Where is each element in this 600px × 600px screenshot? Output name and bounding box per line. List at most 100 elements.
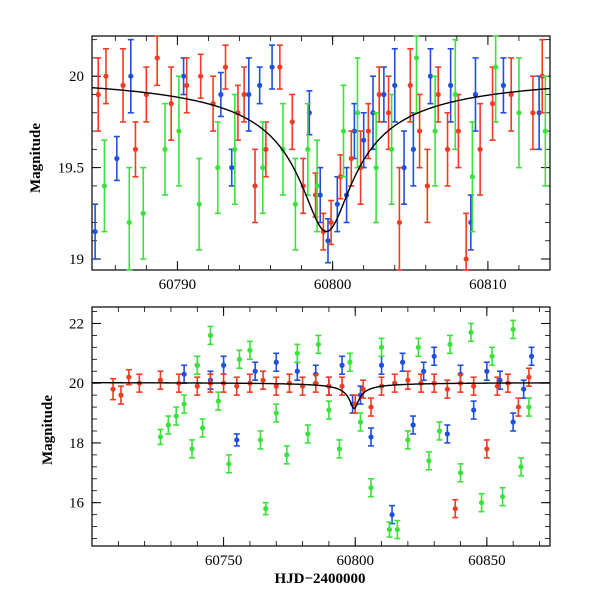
green-data-point <box>415 337 422 358</box>
red-data-point <box>365 102 372 160</box>
green-data-point <box>446 334 453 355</box>
red-data-point <box>348 130 355 187</box>
green-data-point <box>368 477 375 498</box>
red-data-point <box>463 212 470 271</box>
red-data-point <box>368 397 375 417</box>
blue-data-point <box>500 57 507 114</box>
y-tick-label: 22 <box>69 316 84 332</box>
green-data-point <box>283 445 290 465</box>
red-data-point <box>452 498 459 519</box>
red-data-point <box>222 44 229 90</box>
blue-data-point <box>496 370 503 390</box>
green-data-point <box>525 397 532 417</box>
red-data-point <box>273 376 280 396</box>
red-data-point <box>444 379 451 399</box>
top-y-axis-label: Magnitude <box>28 123 44 193</box>
y-tick-label: 19.5 <box>58 161 84 177</box>
red-data-point <box>241 66 248 123</box>
blue-data-point <box>470 400 477 420</box>
blue-data-point <box>324 218 331 264</box>
bottom-plot-frame <box>91 306 551 547</box>
red-data-point <box>117 385 124 405</box>
red-data-point <box>494 376 501 396</box>
blue-data-point <box>368 427 375 447</box>
green-data-point <box>394 519 401 540</box>
blue-data-point <box>410 111 417 187</box>
blue-data-point <box>181 364 188 384</box>
blue-data-point <box>483 361 490 381</box>
blue-data-point <box>357 385 364 405</box>
blue-data-point <box>427 47 434 105</box>
blue-data-point <box>92 203 99 260</box>
red-data-point <box>483 439 490 459</box>
red-data-point <box>157 370 164 390</box>
blue-data-point <box>245 57 252 132</box>
blue-data-point <box>431 346 438 367</box>
red-data-point <box>252 148 259 224</box>
green-data-point <box>388 93 395 205</box>
red-data-point <box>376 66 383 123</box>
red-data-point <box>424 148 431 224</box>
blue-data-point <box>391 47 398 123</box>
green-data-point <box>314 139 321 233</box>
blue-data-point <box>113 135 120 182</box>
red-data-point <box>435 66 442 123</box>
red-data-point <box>515 397 522 417</box>
red-data-point <box>396 166 403 271</box>
x-tick-label: 60850 <box>468 553 506 569</box>
top-panel: 60790 60800 60810 19 19.5 20 Magnitude <box>28 35 551 293</box>
blue-data-point <box>228 148 235 187</box>
red-data-point <box>477 102 484 196</box>
blue-data-point <box>273 352 280 373</box>
green-data-point <box>101 139 108 233</box>
blue-data-point <box>399 352 406 373</box>
y-tick-label: 20 <box>69 376 84 392</box>
red-data-point <box>132 121 139 178</box>
red-data-point <box>210 75 217 132</box>
blue-data-point <box>444 424 451 444</box>
green-data-point <box>413 35 420 114</box>
red-data-point <box>407 47 414 123</box>
green-data-point <box>173 406 180 426</box>
green-data-point <box>499 486 506 507</box>
blue-data-point <box>528 346 535 367</box>
red-data-point <box>339 376 346 396</box>
red-data-point <box>455 93 462 169</box>
red-data-point <box>120 47 127 123</box>
red-data-point <box>391 373 398 393</box>
green-data-point <box>246 340 253 361</box>
red-data-point <box>404 370 411 390</box>
green-data-point <box>262 501 269 516</box>
red-data-point <box>168 66 175 142</box>
green-data-point <box>478 492 485 513</box>
top-data-points <box>92 35 549 271</box>
red-data-point <box>529 75 536 151</box>
blue-data-point <box>420 361 427 381</box>
blue-data-point <box>401 130 408 205</box>
bottom-y-axis-label: Magnitude <box>40 395 56 465</box>
red-data-point <box>289 93 296 151</box>
blue-data-point <box>252 361 259 381</box>
blue-data-point <box>360 111 367 169</box>
green-data-point <box>207 325 214 346</box>
green-data-point <box>325 400 332 420</box>
bottom-axes-ticks: 60750 60800 60850 16 18 20 22 <box>69 307 550 569</box>
top-axes-ticks: 60790 60800 60810 19 19.5 20 <box>58 36 551 293</box>
bottom-x-axis-label: HJD−2400000 <box>274 571 365 587</box>
green-data-point <box>214 121 221 215</box>
green-data-point <box>315 334 322 355</box>
green-data-point <box>161 102 168 196</box>
bottom-model-curve <box>92 382 550 410</box>
x-tick-label: 60790 <box>159 277 197 293</box>
green-data-point <box>304 424 311 444</box>
red-data-point <box>312 373 319 393</box>
blue-data-point <box>220 355 227 376</box>
red-data-point <box>143 66 150 123</box>
green-data-point <box>279 102 286 196</box>
y-tick-label: 19 <box>69 252 84 268</box>
blue-data-point <box>294 361 301 381</box>
red-data-point <box>260 370 267 390</box>
red-data-point <box>416 93 423 169</box>
blue-data-point <box>339 355 346 376</box>
red-data-point <box>154 35 161 87</box>
